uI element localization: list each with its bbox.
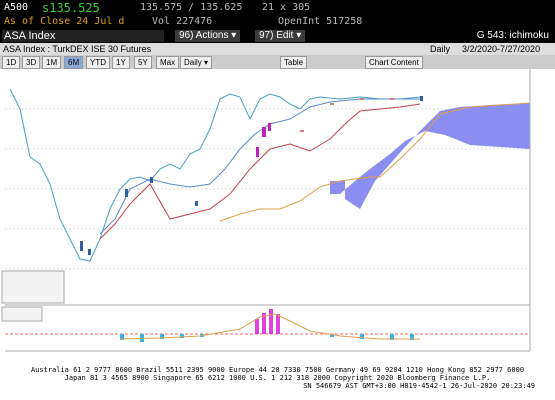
toolbar-button[interactable]: 1Y (112, 56, 130, 69)
legend-box (1, 270, 65, 304)
histogram-positive (255, 309, 280, 334)
subtitle-bar: ASA Index : TurkDEX ISE 30 Futures Daily… (0, 43, 555, 55)
candles-up (256, 123, 271, 157)
instrument-name: ASA Index : TurkDEX ISE 30 Futures (3, 44, 152, 54)
last-price: s135.525 (42, 1, 100, 15)
security-field[interactable]: ASA Index (2, 30, 164, 42)
ticker: A500 (4, 2, 29, 13)
function-code: G 543: ichimoku (476, 30, 549, 41)
toolbar-button[interactable]: Max (156, 56, 180, 69)
footer-line: Japan 81 3 4565 8900 Singapore 65 6212 1… (64, 374, 491, 382)
toolbar-button[interactable]: 1M (42, 56, 62, 69)
candles-doji (300, 98, 394, 132)
cloud (330, 103, 530, 209)
toolbar-button[interactable]: 5Y (134, 56, 152, 69)
chart-area (0, 69, 555, 365)
grid (5, 108, 530, 270)
footer-line: SN 546679 AST GMT+3:00 H819-4542-1 26-Ju… (303, 382, 535, 390)
open-interest: OpenInt 517258 (278, 16, 363, 27)
volume: Vol 227476 (152, 16, 213, 27)
indicator-legend (1, 306, 43, 322)
actions-button[interactable]: 96) Actions ▾ (175, 30, 241, 42)
toolbar: 1D 3D 1M 6M YTD 1Y 5Y Max Daily ▾ Table Chart Cont… (0, 55, 555, 69)
as-of: As of Close 24 Jul d (4, 16, 125, 27)
base-line (99, 103, 421, 240)
toolbar-button[interactable]: 1D (2, 56, 21, 69)
date-range: 3/2/2020-7/27/2020 (462, 44, 541, 54)
toolbar-button[interactable]: Chart Content (365, 56, 423, 69)
conversion-line (99, 98, 420, 235)
lagging-line (9, 88, 421, 262)
close-bar: As of Close 24 Jul d Vol 227476 OpenInt … (0, 16, 555, 29)
edit-button[interactable]: 97) Edit ▾ (255, 30, 306, 42)
footer-line: Australia 61 2 9777 8600 Brazil 5511 239… (30, 366, 525, 374)
toolbar-button[interactable]: Table (280, 56, 308, 69)
signal-line (119, 313, 420, 340)
toolbar-button[interactable]: Daily ▾ (180, 56, 213, 69)
candles-down (80, 96, 423, 255)
command-bar: ASA Index 96) Actions ▾ 97) Edit ▾ G 543… (0, 29, 555, 43)
toolbar-button[interactable]: 6M (64, 56, 84, 69)
quote-bar: A500 s135.525 135.575 / 135.625 21 x 305 (0, 0, 555, 16)
period: Daily (430, 44, 451, 54)
bid-ask: 135.575 / 135.625 (140, 2, 243, 13)
toolbar-button[interactable]: 3D (22, 56, 41, 69)
leading-line (219, 102, 531, 222)
toolbar-button[interactable]: YTD (86, 56, 110, 69)
size: 21 x 305 (262, 2, 311, 13)
